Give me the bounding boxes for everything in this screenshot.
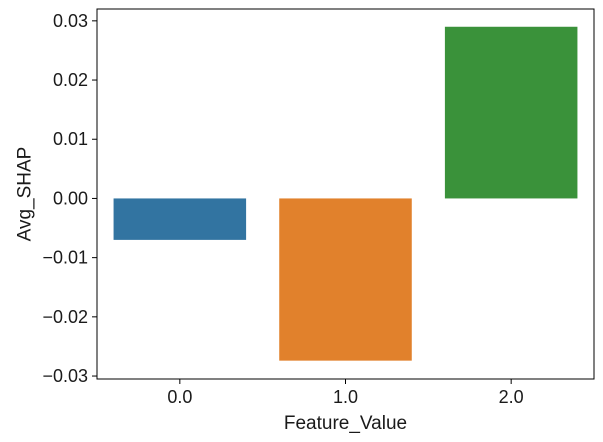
y-tick-label: 0.02 bbox=[53, 70, 88, 90]
x-tick-label: 0.0 bbox=[167, 387, 192, 407]
y-tick-label: −0.01 bbox=[42, 248, 88, 268]
bars-group bbox=[113, 26, 578, 361]
y-tick-label: 0.01 bbox=[53, 129, 88, 149]
bar-1.0 bbox=[279, 198, 412, 361]
plot-frame bbox=[96, 8, 595, 380]
y-tick-label: 0.03 bbox=[53, 11, 88, 31]
bar-0.0 bbox=[113, 198, 247, 240]
x-tick-label: 2.0 bbox=[499, 387, 524, 407]
x-axis-label: Feature_Value bbox=[284, 413, 407, 434]
y-axis-label: Avg_SHAP bbox=[15, 147, 36, 242]
x-axis-ticks: 0.0 1.0 2.0 bbox=[167, 379, 524, 407]
y-tick-label: 0.00 bbox=[53, 188, 88, 208]
y-tick-label: −0.02 bbox=[42, 307, 88, 327]
x-tick-label: 1.0 bbox=[333, 387, 358, 407]
bar-2.0 bbox=[444, 26, 578, 199]
y-axis-ticks: −0.03 −0.02 −0.01 0.00 0.01 0.02 0.03 bbox=[42, 11, 97, 386]
y-tick-label: −0.03 bbox=[42, 366, 88, 386]
